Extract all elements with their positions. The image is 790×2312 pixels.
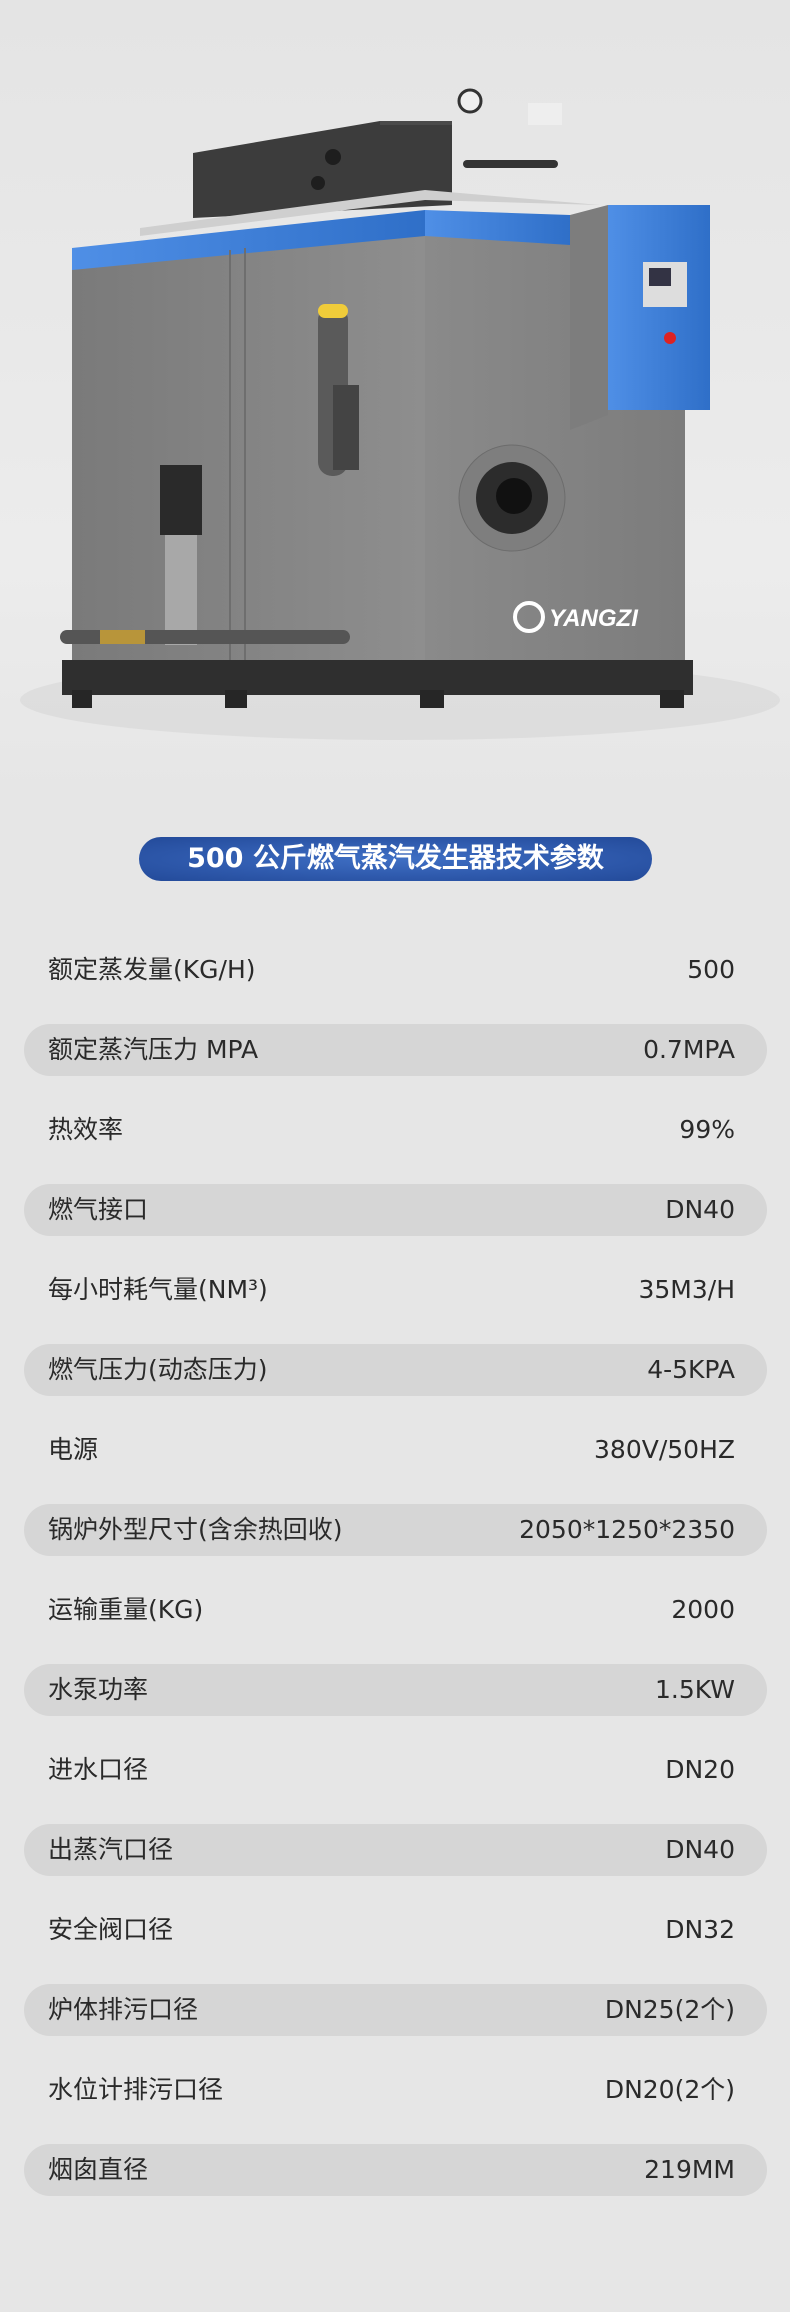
spec-label: 运输重量(KG) <box>48 1595 204 1624</box>
spec-row: 燃气接口 DN40 <box>24 1184 767 1236</box>
spec-row: 出蒸汽口径 DN40 <box>24 1824 767 1876</box>
spec-label: 燃气压力(动态压力) <box>48 1355 268 1384</box>
spec-value: DN20 <box>665 1755 735 1784</box>
spec-row: 锅炉外型尺寸(含余热回收) 2050*1250*2350 <box>24 1504 767 1556</box>
spec-value: 1.5KW <box>655 1675 735 1704</box>
spec-row: 安全阀口径 DN32 <box>24 1904 767 1956</box>
spec-value: 0.7MPA <box>643 1035 735 1064</box>
spec-row: 炉体排污口径 DN25(2个) <box>24 1984 767 2036</box>
spec-label: 出蒸汽口径 <box>48 1835 174 1864</box>
spec-label: 锅炉外型尺寸(含余热回收) <box>48 1515 343 1544</box>
spec-row: 电源 380V/50HZ <box>24 1424 767 1476</box>
spec-row: 运输重量(KG) 2000 <box>24 1584 767 1636</box>
product-image: YANGZI <box>0 0 790 800</box>
spec-value: 2050*1250*2350 <box>519 1515 735 1544</box>
spec-value: DN40 <box>665 1195 735 1224</box>
spec-label: 电源 <box>48 1435 99 1464</box>
brand-logo: YANGZI <box>549 605 639 632</box>
spec-value: 4-5KPA <box>647 1355 735 1384</box>
spec-label: 热效率 <box>48 1115 124 1144</box>
spec-row: 水位计排污口径 DN20(2个) <box>24 2064 767 2116</box>
spec-value: DN32 <box>665 1915 735 1944</box>
spec-section-title: 500 公斤燃气蒸汽发生器技术参数 <box>139 837 652 881</box>
spec-value: 500 <box>687 955 735 984</box>
spec-row: 每小时耗气量(NM³) 35M3/H <box>24 1264 767 1316</box>
spec-row: 燃气压力(动态压力) 4-5KPA <box>24 1344 767 1396</box>
spec-label: 每小时耗气量(NM³) <box>48 1275 268 1304</box>
spec-value: 99% <box>679 1115 735 1144</box>
spec-label: 水位计排污口径 <box>48 2075 224 2104</box>
spec-row: 额定蒸发量(KG/H) 500 <box>24 944 767 996</box>
spec-value: 219MM <box>644 2155 735 2184</box>
spec-value: DN20(2个) <box>604 2075 735 2104</box>
spec-row: 额定蒸汽压力 MPA 0.7MPA <box>24 1024 767 1076</box>
spec-value: 2000 <box>671 1595 735 1624</box>
spec-label: 进水口径 <box>48 1755 149 1784</box>
spec-row: 热效率 99% <box>24 1104 767 1156</box>
spec-row: 水泵功率 1.5KW <box>24 1664 767 1716</box>
steam-generator-illustration: YANGZI <box>20 88 780 740</box>
spec-value: DN25(2个) <box>604 1995 735 2024</box>
spec-row: 进水口径 DN20 <box>24 1744 767 1796</box>
spec-label: 额定蒸发量(KG/H) <box>48 955 256 984</box>
spec-label: 烟囱直径 <box>48 2155 149 2184</box>
spec-value: 35M3/H <box>638 1275 735 1304</box>
spec-label: 水泵功率 <box>48 1675 149 1704</box>
spec-value: DN40 <box>665 1835 735 1864</box>
spec-label: 额定蒸汽压力 MPA <box>48 1035 259 1064</box>
spec-row: 烟囱直径 219MM <box>24 2144 767 2196</box>
spec-value: 380V/50HZ <box>594 1435 735 1464</box>
spec-label: 燃气接口 <box>48 1195 149 1224</box>
spec-label: 炉体排污口径 <box>48 1995 199 2024</box>
spec-label: 安全阀口径 <box>48 1915 174 1944</box>
